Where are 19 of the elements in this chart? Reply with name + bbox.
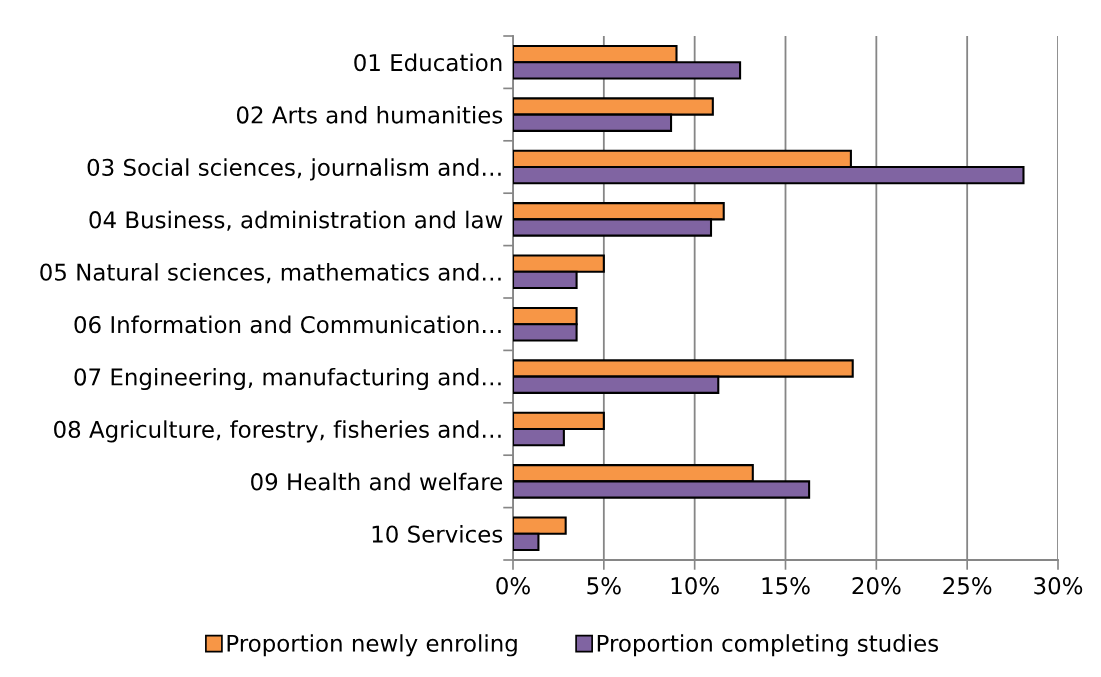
x-tick-label: 25% — [943, 577, 992, 595]
y-tick-label: 07 Engineering, manufacturing and… — [74, 367, 501, 391]
y-tick-label: 01 Education — [354, 53, 502, 72]
x-tick-label: 15% — [762, 577, 810, 595]
y-tick-label: 03 Social sciences, journalism and… — [87, 158, 501, 181]
y-tick-label: 02 Arts and humanities — [236, 105, 503, 124]
legend-label: Proportion completing studies — [597, 634, 939, 657]
y-tick-label: 08 Agriculture, forestry, fisheries and… — [54, 420, 501, 443]
y-tick-label: 04 Business, administration and law — [89, 210, 503, 231]
y-tick-label: 09 Health and welfare — [251, 472, 503, 491]
y-tick-label: 05 Natural sciences, mathematics and… — [40, 263, 501, 284]
x-tick-label: 30% — [1034, 577, 1083, 595]
legend-label: Proportion newly enroling — [227, 634, 517, 657]
x-tick-label: 5% — [587, 577, 621, 595]
y-tick-label: 06 Information and Communication… — [74, 315, 501, 334]
x-tick-label: 0% — [496, 577, 530, 595]
x-tick-label: 10% — [671, 577, 719, 595]
x-tick-label: 20% — [852, 577, 901, 595]
y-tick-label: 10 Services — [372, 525, 503, 543]
